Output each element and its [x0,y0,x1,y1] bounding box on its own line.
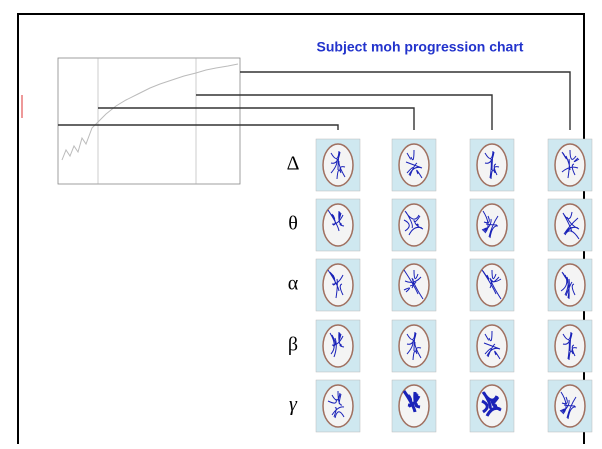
head-outline [323,264,353,306]
topography-map [548,380,592,432]
topography-map [548,259,592,311]
band-label: β [288,334,298,356]
topography-map [470,380,514,432]
topography-map [316,320,360,372]
topography-map [548,320,592,372]
slide: Subject moh progression chart Δθ α β γ [0,0,602,444]
topography-map [470,199,514,251]
head-outline [399,204,429,246]
topography-map [548,199,592,251]
topography-map [470,259,514,311]
head-outline [323,325,353,367]
head-outline [555,204,585,246]
chart-frame [58,58,240,184]
topography-map [470,139,514,191]
topography-map [392,320,436,372]
band-label: γ [289,394,298,416]
head-outline [477,385,507,427]
band-label: α [288,273,299,295]
topography-map [316,259,360,311]
topography-map [316,139,360,191]
slide-title: Subject moh progression chart [317,39,524,55]
learning-chart [58,58,240,184]
topography-map [392,380,436,432]
topography-map [470,320,514,372]
topography-map [392,259,436,311]
head-outline [323,204,353,246]
topography-map [392,199,436,251]
band-label: θ [288,213,298,235]
topography-map [392,139,436,191]
topography-map [548,139,592,191]
band-label: Δ [287,153,300,175]
topography-map [316,380,360,432]
topography-map [316,199,360,251]
